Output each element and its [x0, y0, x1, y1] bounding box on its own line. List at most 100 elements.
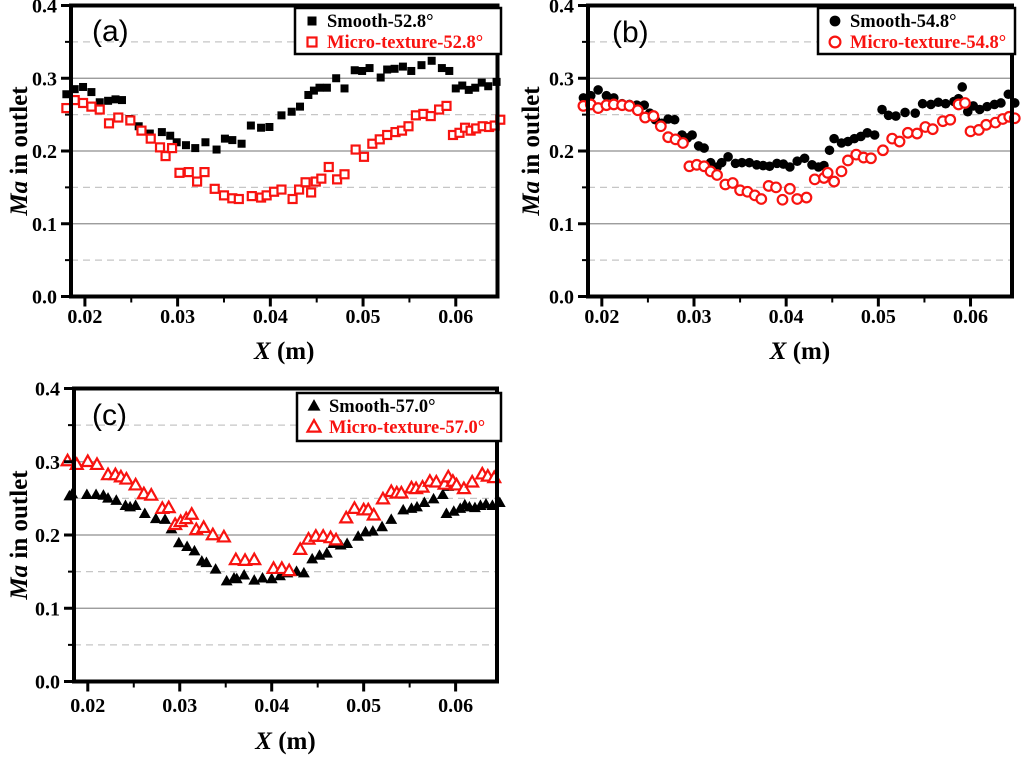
data-point-marker — [307, 16, 317, 26]
data-point-marker — [110, 494, 123, 505]
series-micro-texture — [61, 94, 506, 205]
data-point-marker — [785, 162, 795, 172]
data-point-marker — [464, 473, 480, 488]
data-point-marker — [385, 513, 398, 524]
data-point-marker — [118, 470, 135, 485]
data-point-marker — [320, 547, 333, 558]
legend-label: Smooth-52.8° — [327, 12, 434, 32]
data-point-marker — [842, 154, 854, 167]
data-point-marker — [944, 113, 957, 126]
axis-ticks — [64, 387, 458, 692]
panel-b-chart: 0.02 0.03 0.04 0.05 0.06 0.0 0.1 0.2 0.3 0.4 X (m)… — [518, 0, 1021, 365]
data-point-marker — [375, 490, 391, 505]
data-point-marker — [304, 90, 313, 99]
y-tick-label: 0.2 — [32, 141, 57, 163]
data-point-marker — [238, 569, 251, 580]
data-point-marker — [891, 111, 901, 121]
data-point-marker — [281, 562, 298, 577]
x-tick-label: 0.02 — [584, 306, 619, 328]
series-micro-texture — [59, 452, 503, 577]
series-smooth — [62, 56, 501, 154]
y-tick-label: 0.0 — [32, 287, 57, 309]
panel-a-chart: 0.02 0.03 0.04 0.05 0.06 0.0 0.1 0.2 0.3 0.4 X (m)… — [6, 0, 506, 365]
data-point-marker — [376, 73, 385, 82]
data-point-marker — [428, 473, 445, 488]
data-point-marker — [246, 191, 257, 202]
data-point-marker — [456, 480, 472, 495]
gridlines — [71, 41, 498, 261]
data-point-marker — [926, 123, 939, 136]
y-axis-label: Ma in outlet — [6, 86, 33, 217]
data-point-marker — [716, 157, 727, 168]
data-point-marker — [59, 452, 76, 467]
data-point-marker — [940, 98, 951, 109]
legend-box — [293, 6, 503, 56]
x-tick-label: 0.03 — [677, 306, 712, 328]
data-point-marker — [191, 176, 203, 187]
data-point-marker — [980, 118, 993, 131]
data-point-marker — [143, 486, 160, 501]
data-point-marker — [145, 133, 156, 144]
y-tick-label: 0.4 — [549, 0, 574, 18]
y-axis-label: Ma in outlet — [518, 86, 545, 217]
data-point-marker — [209, 183, 220, 194]
data-point-marker — [136, 125, 147, 136]
data-point-marker — [157, 128, 166, 137]
data-point-marker — [350, 144, 361, 155]
data-point-marker — [233, 193, 244, 205]
panel-letter: (a) — [92, 15, 129, 48]
data-point-marker — [338, 509, 355, 524]
data-point-marker — [783, 182, 796, 195]
data-point-marker — [103, 118, 115, 129]
data-point-marker — [160, 150, 171, 162]
data-point-marker — [365, 506, 382, 521]
data-point-marker — [201, 138, 210, 147]
data-point-marker — [959, 97, 971, 109]
data-point-marker — [862, 128, 873, 138]
gridlines — [74, 424, 497, 646]
data-point-marker — [398, 62, 407, 71]
data-point-marker — [358, 151, 370, 162]
y-tick-label: 0.0 — [549, 287, 574, 309]
data-point-marker — [877, 104, 887, 115]
data-point-marker — [181, 540, 194, 551]
data-point-marker — [447, 505, 460, 516]
data-point-marker — [300, 177, 311, 188]
y-tick-label: 0.1 — [35, 598, 60, 620]
data-point-marker — [70, 85, 79, 94]
data-point-marker — [79, 82, 88, 91]
data-point-marker — [699, 143, 709, 153]
y-tick-label: 0.3 — [549, 68, 574, 90]
data-point-marker — [94, 104, 105, 115]
data-point-marker — [287, 193, 298, 205]
y-tick-label: 0.3 — [32, 68, 57, 90]
data-point-marker — [821, 166, 834, 179]
x-tick-label: 0.02 — [67, 306, 102, 328]
data-point-marker — [277, 111, 286, 120]
data-point-marker — [917, 98, 928, 109]
data-point-marker — [307, 399, 321, 411]
tick-labels: 0.02 0.03 0.04 0.05 0.06 0.0 0.1 0.2 0.3 0.4 — [32, 0, 473, 328]
y-tick-label: 0.3 — [35, 452, 60, 474]
data-point-marker — [411, 500, 423, 512]
data-point-marker — [293, 184, 305, 195]
data-point-marker — [111, 95, 120, 104]
x-tick-label: 0.05 — [861, 306, 896, 328]
data-point-marker — [237, 552, 253, 566]
data-point-marker — [800, 191, 813, 204]
gridlines — [588, 41, 1012, 261]
data-point-marker — [578, 93, 589, 103]
x-axis-label: X (m) — [254, 728, 315, 755]
data-point-marker — [306, 552, 319, 564]
data-point-marker — [306, 36, 318, 48]
data-point-marker — [276, 184, 287, 195]
data-point-marker — [332, 74, 341, 83]
data-point-marker — [306, 187, 317, 198]
axis-ticks — [61, 4, 458, 307]
data-point-marker — [441, 100, 452, 111]
panel-letter: (c) — [92, 399, 127, 432]
data-point-marker — [417, 61, 426, 70]
data-point-marker — [829, 133, 839, 144]
data-point-marker — [322, 83, 331, 92]
data-point-marker — [237, 139, 246, 148]
